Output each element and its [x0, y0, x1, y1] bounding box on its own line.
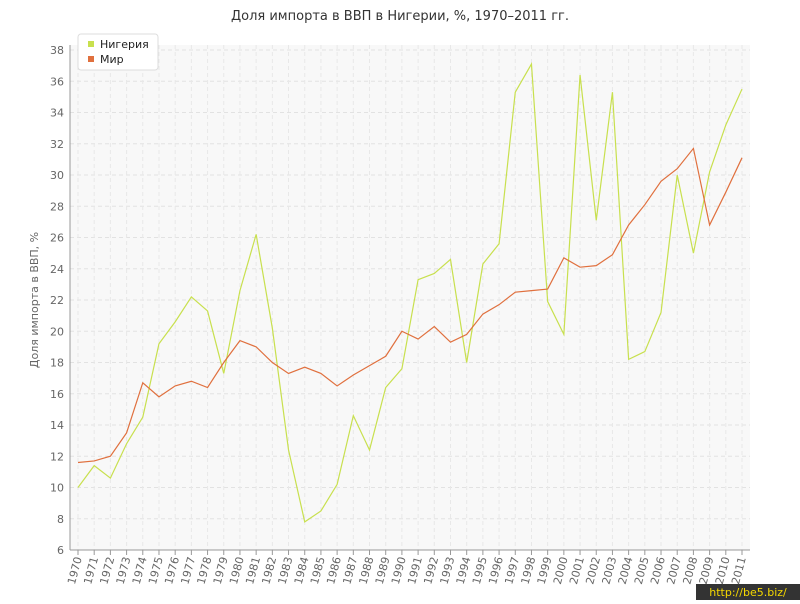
y-tick-label: 22: [50, 294, 64, 307]
y-tick-label: 34: [50, 107, 64, 120]
y-tick-label: 36: [50, 75, 64, 88]
y-tick-label: 6: [57, 544, 64, 557]
y-tick-label: 28: [50, 200, 64, 213]
watermark: http://be5.biz/: [709, 586, 787, 599]
legend-box: [77, 33, 159, 71]
y-tick-label: 16: [50, 388, 64, 401]
y-tick-label: 10: [50, 482, 64, 495]
legend-swatch: [88, 41, 94, 47]
y-tick-label: 38: [50, 44, 64, 57]
plot-area: [70, 45, 750, 550]
y-tick-label: 18: [50, 357, 64, 370]
watermark-bg: [696, 584, 800, 600]
y-tick-label: 30: [50, 169, 64, 182]
series-line: [77, 147, 743, 464]
series-line: [77, 62, 743, 523]
legend-label: Нигерия: [100, 38, 149, 51]
y-axis-title: Доля импорта в ВВП, %: [28, 232, 41, 368]
y-tick-label: 24: [50, 263, 64, 276]
chart-title: Доля импорта в ВВП в Нигерии, %, 1970–20…: [231, 9, 569, 24]
legend-swatch: [88, 56, 94, 62]
y-tick-label: 12: [50, 450, 64, 463]
y-tick-label: 20: [50, 325, 64, 338]
y-tick-label: 14: [50, 419, 64, 432]
y-tick-label: 26: [50, 232, 64, 245]
y-tick-label: 8: [57, 513, 64, 526]
legend-label: Мир: [100, 53, 124, 66]
y-tick-label: 32: [50, 138, 64, 151]
